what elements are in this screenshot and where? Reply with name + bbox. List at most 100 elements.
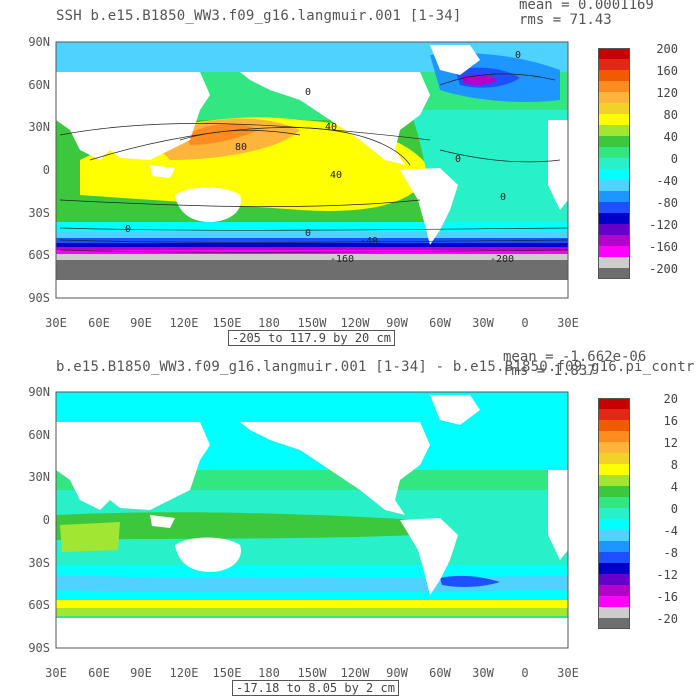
colorbar-swatch <box>598 125 630 136</box>
colorbar-label: 16 <box>663 414 678 428</box>
colorbar-swatch <box>598 552 630 563</box>
colorbar-swatch <box>598 574 630 585</box>
lat-label: 90S <box>28 641 50 655</box>
lat-label: 60S <box>28 248 50 262</box>
colorbar-label: -8 <box>663 546 678 560</box>
lat-label: 30S <box>28 556 50 570</box>
colorbar-swatch <box>598 398 630 409</box>
colorbar-swatch <box>598 475 630 486</box>
colorbar-swatch <box>598 202 630 213</box>
colorbar-swatch <box>598 92 630 103</box>
colorbar-swatch <box>598 508 630 519</box>
contour-line-6 <box>59 249 568 253</box>
top-colorbar: 200 160 120 80 40 0 -40 -80 -120 -160 -200 <box>598 42 688 288</box>
lon-label: 150E <box>212 316 242 330</box>
contour-label: 40 <box>325 122 337 133</box>
colorbar-swatch <box>598 530 630 541</box>
lon-label: 90W <box>386 666 408 680</box>
lon-label: 120W <box>340 316 370 330</box>
southern-grey <box>56 254 568 262</box>
lon-label: 60E <box>88 666 110 680</box>
lon-label: 0 <box>521 316 529 330</box>
lon-label: 60W <box>429 316 451 330</box>
contour-line-2 <box>179 129 301 141</box>
lon-label: 180 <box>258 316 280 330</box>
lon-label: 90E <box>130 666 152 680</box>
indonesia-land <box>150 165 175 178</box>
contour-line-0 <box>59 123 431 141</box>
colorbar-swatch <box>598 563 630 574</box>
top-rms-stat: rms = 71.43 <box>519 12 612 28</box>
australia-land <box>175 187 241 222</box>
colorbar-label: -80 <box>656 196 678 210</box>
contour-line-3 <box>59 199 421 207</box>
colorbar-label: 200 <box>656 42 678 56</box>
colorbar-swatch <box>598 519 630 530</box>
lon-label: 30E <box>45 666 67 680</box>
colorbar-label: -12 <box>656 568 678 582</box>
bottom-map-fields <box>56 392 568 648</box>
colorbar-swatch <box>598 180 630 191</box>
north-america-land <box>240 72 430 165</box>
antarctic-yellow-band <box>56 600 568 610</box>
contour-label: 0 <box>500 192 506 203</box>
top-range-box: -205 to 117.9 by 20 cm <box>228 330 395 346</box>
colorbar-swatch <box>598 453 630 464</box>
lat-label: 60N <box>28 78 50 92</box>
top-mean-stat: mean = 0.0001169 <box>519 0 654 13</box>
lon-label: 150W <box>297 666 327 680</box>
colorbar-swatch <box>598 420 630 431</box>
north-america-land <box>240 422 430 515</box>
australia-land <box>175 537 241 572</box>
kuroshio-orange-core <box>185 123 258 145</box>
top-ssh-map: 0 0 40 80 40 0 0 0 -40 -160 -200 0 <box>55 41 569 299</box>
lat-label: 0 <box>42 163 50 177</box>
lon-label: 30E <box>45 316 67 330</box>
colorbar-label: -20 <box>656 612 678 626</box>
contour-label: 0 <box>515 50 521 61</box>
colorbar-swatch <box>598 158 630 169</box>
colorbar-swatch <box>598 114 630 125</box>
lon-label: 120W <box>340 666 370 680</box>
lon-label: 120E <box>169 316 199 330</box>
lon-label: 30W <box>472 316 494 330</box>
indonesia-land <box>150 515 175 528</box>
contour-label: -160 <box>330 254 354 265</box>
colorbar-label: 120 <box>656 86 678 100</box>
contour-label: 0 <box>305 87 311 98</box>
colorbar-label: -160 <box>649 240 678 254</box>
greenland-land <box>430 395 480 425</box>
contour-label: 0 <box>125 224 131 235</box>
top-contour-labels: 0 0 40 80 40 0 0 0 -40 -160 -200 0 <box>125 50 521 265</box>
antarctic-lime-band <box>56 608 568 616</box>
colorbar-swatch <box>598 442 630 453</box>
colorbar-label: 80 <box>663 108 678 122</box>
south-america-land <box>400 518 458 595</box>
bottom-panel: b.e15.B1850_WW3.f09_g16.langmuir.001 [1-… <box>0 349 700 700</box>
colorbar-swatch <box>598 585 630 596</box>
lat-label: 30N <box>28 470 50 484</box>
colorbar-swatch <box>598 235 630 246</box>
bottom-map-frame <box>55 391 569 649</box>
contour-label: 0 <box>305 228 311 239</box>
south-atlantic-blue-patch <box>440 575 500 587</box>
colorbar-swatch <box>598 541 630 552</box>
top-contours <box>59 73 568 253</box>
contour-label: 80 <box>235 142 247 153</box>
colorbar-swatch <box>598 596 630 607</box>
colorbar-swatch <box>598 607 630 618</box>
colorbar-swatch <box>598 618 630 629</box>
top-map-frame <box>55 41 569 299</box>
colorbar-swatch <box>598 246 630 257</box>
contour-line-7 <box>439 149 561 163</box>
eurasia-land <box>56 72 210 160</box>
colorbar-label: -200 <box>649 262 678 276</box>
antarctica-land <box>56 280 568 298</box>
contour-line-5 <box>59 239 568 243</box>
lat-label: 60S <box>28 598 50 612</box>
north-atlantic-purple <box>462 74 498 85</box>
colorbar-swatch <box>598 268 630 279</box>
lon-label: 120E <box>169 666 199 680</box>
colorbar-label: 4 <box>670 480 678 494</box>
lon-label: 30W <box>472 666 494 680</box>
